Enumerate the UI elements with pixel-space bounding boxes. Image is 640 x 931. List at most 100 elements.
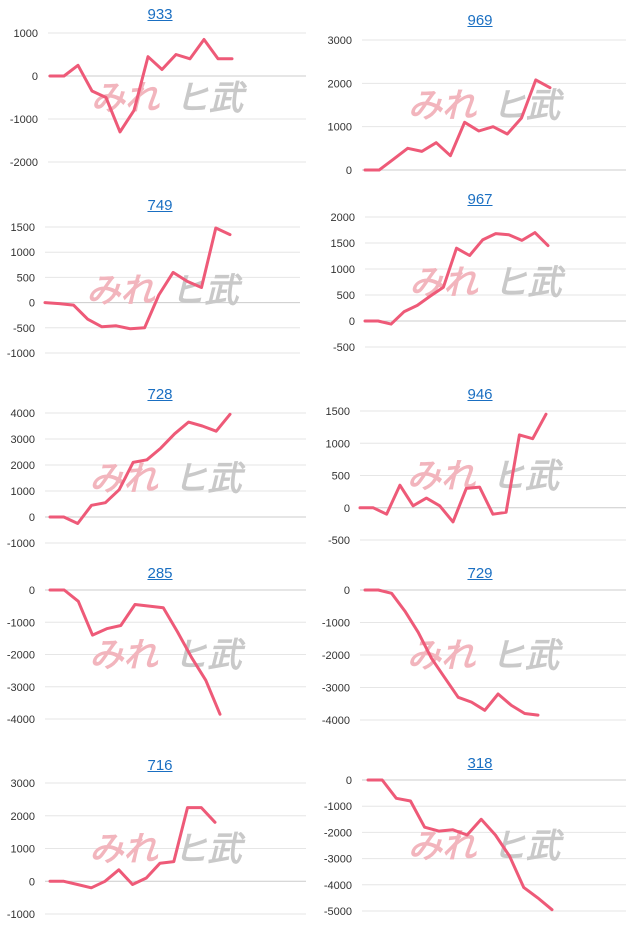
y-tick-label: -1000 bbox=[7, 909, 35, 921]
watermark-logo: みれ bbox=[91, 79, 160, 119]
chart-panel-285: 285 0 -1000 -2000 -3000 -4000 みれ ヒ武 bbox=[0, 565, 320, 750]
y-tick-label: 0 bbox=[32, 71, 38, 83]
chart-title-link[interactable]: 946 bbox=[467, 386, 493, 403]
y-tick-label: 0 bbox=[29, 585, 35, 597]
line-chart: 3000 2000 1000 0 -1000 みれ ヒ武 bbox=[7, 778, 306, 921]
y-tick-label: -3000 bbox=[322, 683, 350, 695]
y-tick-label: 1000 bbox=[11, 486, 35, 498]
y-tick-label: 0 bbox=[344, 585, 350, 597]
y-tick-label: -2000 bbox=[10, 157, 38, 169]
series-line bbox=[366, 778, 554, 912]
chart-panel-318: 318 0 -1000 -2000 -3000 -4000 -5000 みれ ヒ武 bbox=[320, 750, 640, 931]
y-tick-label: 1000 bbox=[326, 438, 350, 450]
series-line bbox=[48, 806, 217, 890]
y-tick-label: -500 bbox=[333, 342, 355, 354]
series-line bbox=[43, 226, 232, 331]
chart-title-link[interactable]: 728 bbox=[147, 386, 173, 403]
chart-title-link[interactable]: 749 bbox=[147, 197, 173, 214]
y-tick-label: -2000 bbox=[7, 650, 35, 662]
chart-panel-933: 933 1000 0 -1000 -2000 みれ ヒ武 bbox=[0, 0, 320, 185]
y-tick-label: -2000 bbox=[322, 650, 350, 662]
y-tick-label: 0 bbox=[349, 316, 355, 328]
series-line bbox=[48, 412, 232, 525]
watermark-logo: みれ bbox=[407, 636, 476, 676]
line-chart: 0 -1000 -2000 -3000 -4000 みれ ヒ武 bbox=[7, 585, 306, 726]
y-tick-label: -1000 bbox=[322, 618, 350, 630]
chart-title-link[interactable]: 969 bbox=[467, 12, 493, 29]
chart-title-link[interactable]: 318 bbox=[467, 755, 493, 772]
y-tick-label: 0 bbox=[29, 876, 35, 888]
chart-panel-946: 946 1500 1000 500 0 -500 みれ ヒ武 bbox=[320, 375, 640, 565]
y-tick-label: 3000 bbox=[11, 434, 35, 446]
chart-title-link[interactable]: 716 bbox=[147, 757, 173, 774]
y-tick-label: 1500 bbox=[331, 238, 355, 250]
watermark-logo: みれ bbox=[408, 827, 477, 867]
y-tick-label: -1000 bbox=[7, 538, 35, 550]
y-tick-label: 4000 bbox=[11, 408, 35, 420]
y-tick-label: 1500 bbox=[326, 406, 350, 418]
series-line bbox=[48, 38, 234, 134]
y-tick-label: -4000 bbox=[322, 715, 350, 727]
watermark-logo: みれ bbox=[90, 636, 159, 676]
line-chart: 1000 0 -1000 -2000 みれ ヒ武 bbox=[10, 28, 306, 169]
watermark-logo: ヒ武 bbox=[494, 263, 566, 303]
watermark-logo: ヒ武 bbox=[174, 636, 246, 676]
chart-panel-728: 728 4000 3000 2000 1000 0 -1000 みれ ヒ武 bbox=[0, 375, 320, 565]
watermark-logo: ヒ武 bbox=[174, 459, 246, 499]
y-tick-label: 1000 bbox=[331, 264, 355, 276]
y-tick-label: -3000 bbox=[7, 682, 35, 694]
y-tick-label: -5000 bbox=[324, 906, 352, 918]
y-tick-label: -1000 bbox=[7, 348, 35, 360]
y-tick-label: 1500 bbox=[11, 222, 35, 234]
line-chart: 3000 2000 1000 0 みれ ヒ武 bbox=[328, 35, 626, 177]
y-tick-label: 2000 bbox=[328, 78, 352, 90]
y-tick-label: -1000 bbox=[324, 801, 352, 813]
chart-title-link[interactable]: 729 bbox=[467, 565, 493, 582]
chart-title-link[interactable]: 967 bbox=[467, 191, 493, 208]
watermark-logo: みれ bbox=[408, 86, 477, 126]
watermark-logo: ヒ武 bbox=[492, 86, 564, 126]
y-tick-label: 0 bbox=[29, 298, 35, 310]
watermark-logo: みれ bbox=[87, 271, 156, 311]
chart-panel-967: 967 2000 1500 1000 500 0 -500 みれ ヒ武 bbox=[320, 185, 640, 375]
y-tick-label: -1000 bbox=[10, 114, 38, 126]
y-tick-label: -4000 bbox=[324, 880, 352, 892]
y-tick-label: -500 bbox=[328, 535, 350, 547]
y-tick-label: 1000 bbox=[11, 247, 35, 259]
series-line bbox=[363, 588, 540, 717]
series-line bbox=[363, 78, 552, 172]
line-chart: 0 -1000 -2000 -3000 -4000 みれ ヒ武 bbox=[322, 585, 626, 727]
chart-panel-729: 729 0 -1000 -2000 -3000 -4000 みれ ヒ武 bbox=[320, 565, 640, 750]
watermark-logo: ヒ武 bbox=[491, 457, 563, 497]
series-line bbox=[363, 231, 550, 326]
chart-title-link[interactable]: 933 bbox=[147, 6, 173, 23]
y-tick-label: -4000 bbox=[7, 714, 35, 726]
y-tick-label: 500 bbox=[337, 290, 355, 302]
y-tick-label: 1000 bbox=[328, 122, 352, 134]
y-tick-label: -3000 bbox=[324, 854, 352, 866]
series-line bbox=[48, 588, 222, 716]
y-tick-label: 2000 bbox=[11, 811, 35, 823]
y-tick-label: 500 bbox=[332, 471, 350, 483]
y-tick-label: 500 bbox=[17, 272, 35, 284]
series-line bbox=[358, 412, 548, 524]
y-tick-label: 0 bbox=[346, 165, 352, 177]
y-tick-label: 0 bbox=[344, 503, 350, 515]
y-tick-label: 1000 bbox=[11, 844, 35, 856]
chart-panel-716: 716 3000 2000 1000 0 -1000 みれ ヒ武 bbox=[0, 750, 320, 931]
y-tick-label: 2000 bbox=[11, 460, 35, 472]
chart-title-link[interactable]: 285 bbox=[147, 565, 173, 582]
chart-panel-969: 969 3000 2000 1000 0 みれ ヒ武 bbox=[320, 0, 640, 185]
y-tick-label: -2000 bbox=[324, 827, 352, 839]
y-tick-label: -500 bbox=[13, 323, 35, 335]
watermark-logo: ヒ武 bbox=[174, 830, 246, 870]
y-tick-label: 3000 bbox=[328, 35, 352, 47]
y-tick-label: 0 bbox=[29, 512, 35, 524]
y-tick-label: 0 bbox=[346, 775, 352, 787]
watermark-logo: ヒ武 bbox=[175, 79, 247, 119]
